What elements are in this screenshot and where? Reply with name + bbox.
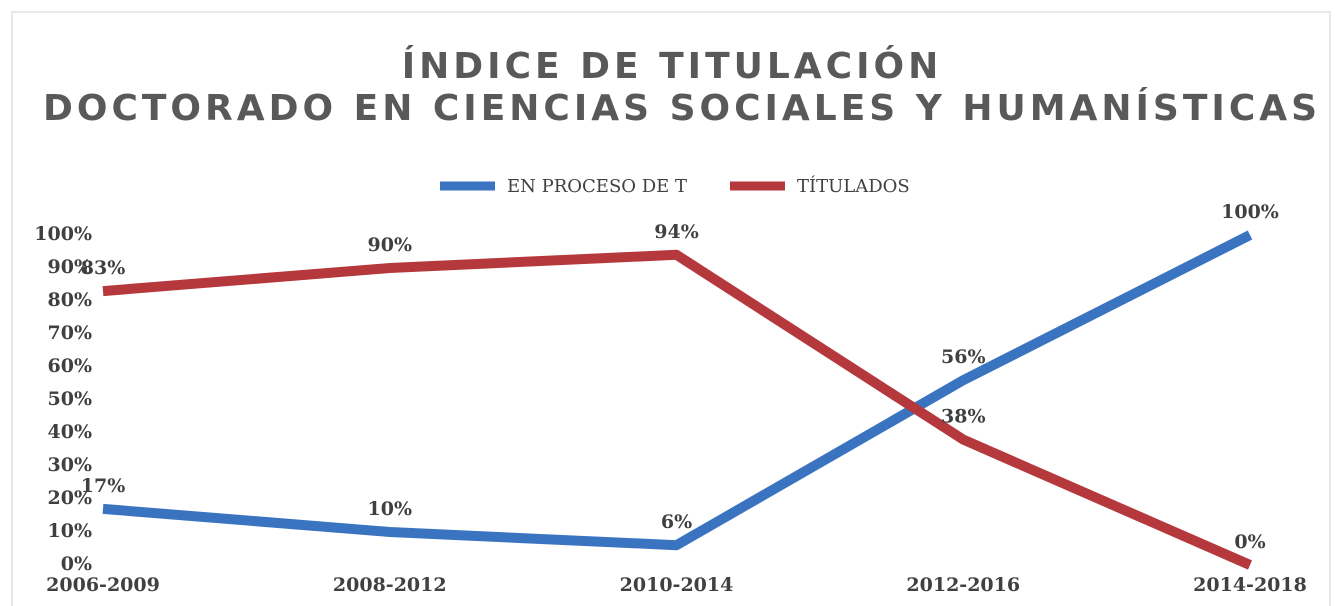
chart-title: ÍNDICE DE TITULACIÓN	[402, 45, 942, 87]
x-tick-label: 2014-2018	[1193, 574, 1307, 596]
data-label: 100%	[1221, 201, 1279, 223]
x-tick-label: 2008-2012	[333, 574, 447, 596]
data-label: 0%	[1234, 531, 1265, 553]
chart-subtitle: DOCTORADO EN CIENCIAS SOCIALES Y HUMANÍS…	[43, 87, 1321, 129]
y-tick-label: 10%	[48, 520, 93, 542]
y-tick-label: 30%	[48, 454, 93, 476]
legend-label: EN PROCESO DE T	[507, 176, 687, 197]
y-tick-label: 80%	[48, 289, 93, 311]
x-tick-label: 2006-2009	[46, 574, 160, 596]
data-label: 6%	[661, 511, 692, 533]
y-tick-label: 60%	[48, 355, 93, 377]
series-line	[102, 230, 1253, 551]
data-label: 83%	[81, 257, 126, 279]
y-tick-label: 70%	[48, 322, 93, 344]
data-label: 38%	[941, 406, 986, 428]
data-label: 17%	[81, 475, 126, 497]
chart-border	[11, 11, 1331, 606]
series-line	[102, 249, 1253, 570]
data-label: 90%	[368, 234, 413, 256]
x-tick-label: 2010-2014	[620, 574, 734, 596]
y-tick-label: 50%	[48, 388, 93, 410]
y-tick-label: 20%	[48, 487, 93, 509]
data-label: 10%	[368, 498, 413, 520]
data-label: 94%	[654, 221, 699, 243]
y-tick-label: 100%	[34, 223, 92, 245]
y-tick-label: 0%	[61, 553, 92, 575]
x-tick-label: 2012-2016	[906, 574, 1020, 596]
y-tick-label: 40%	[48, 421, 93, 443]
data-label: 56%	[941, 346, 986, 368]
y-tick-label: 90%	[48, 256, 93, 278]
legend-label: TÍTULADOS	[797, 174, 910, 197]
